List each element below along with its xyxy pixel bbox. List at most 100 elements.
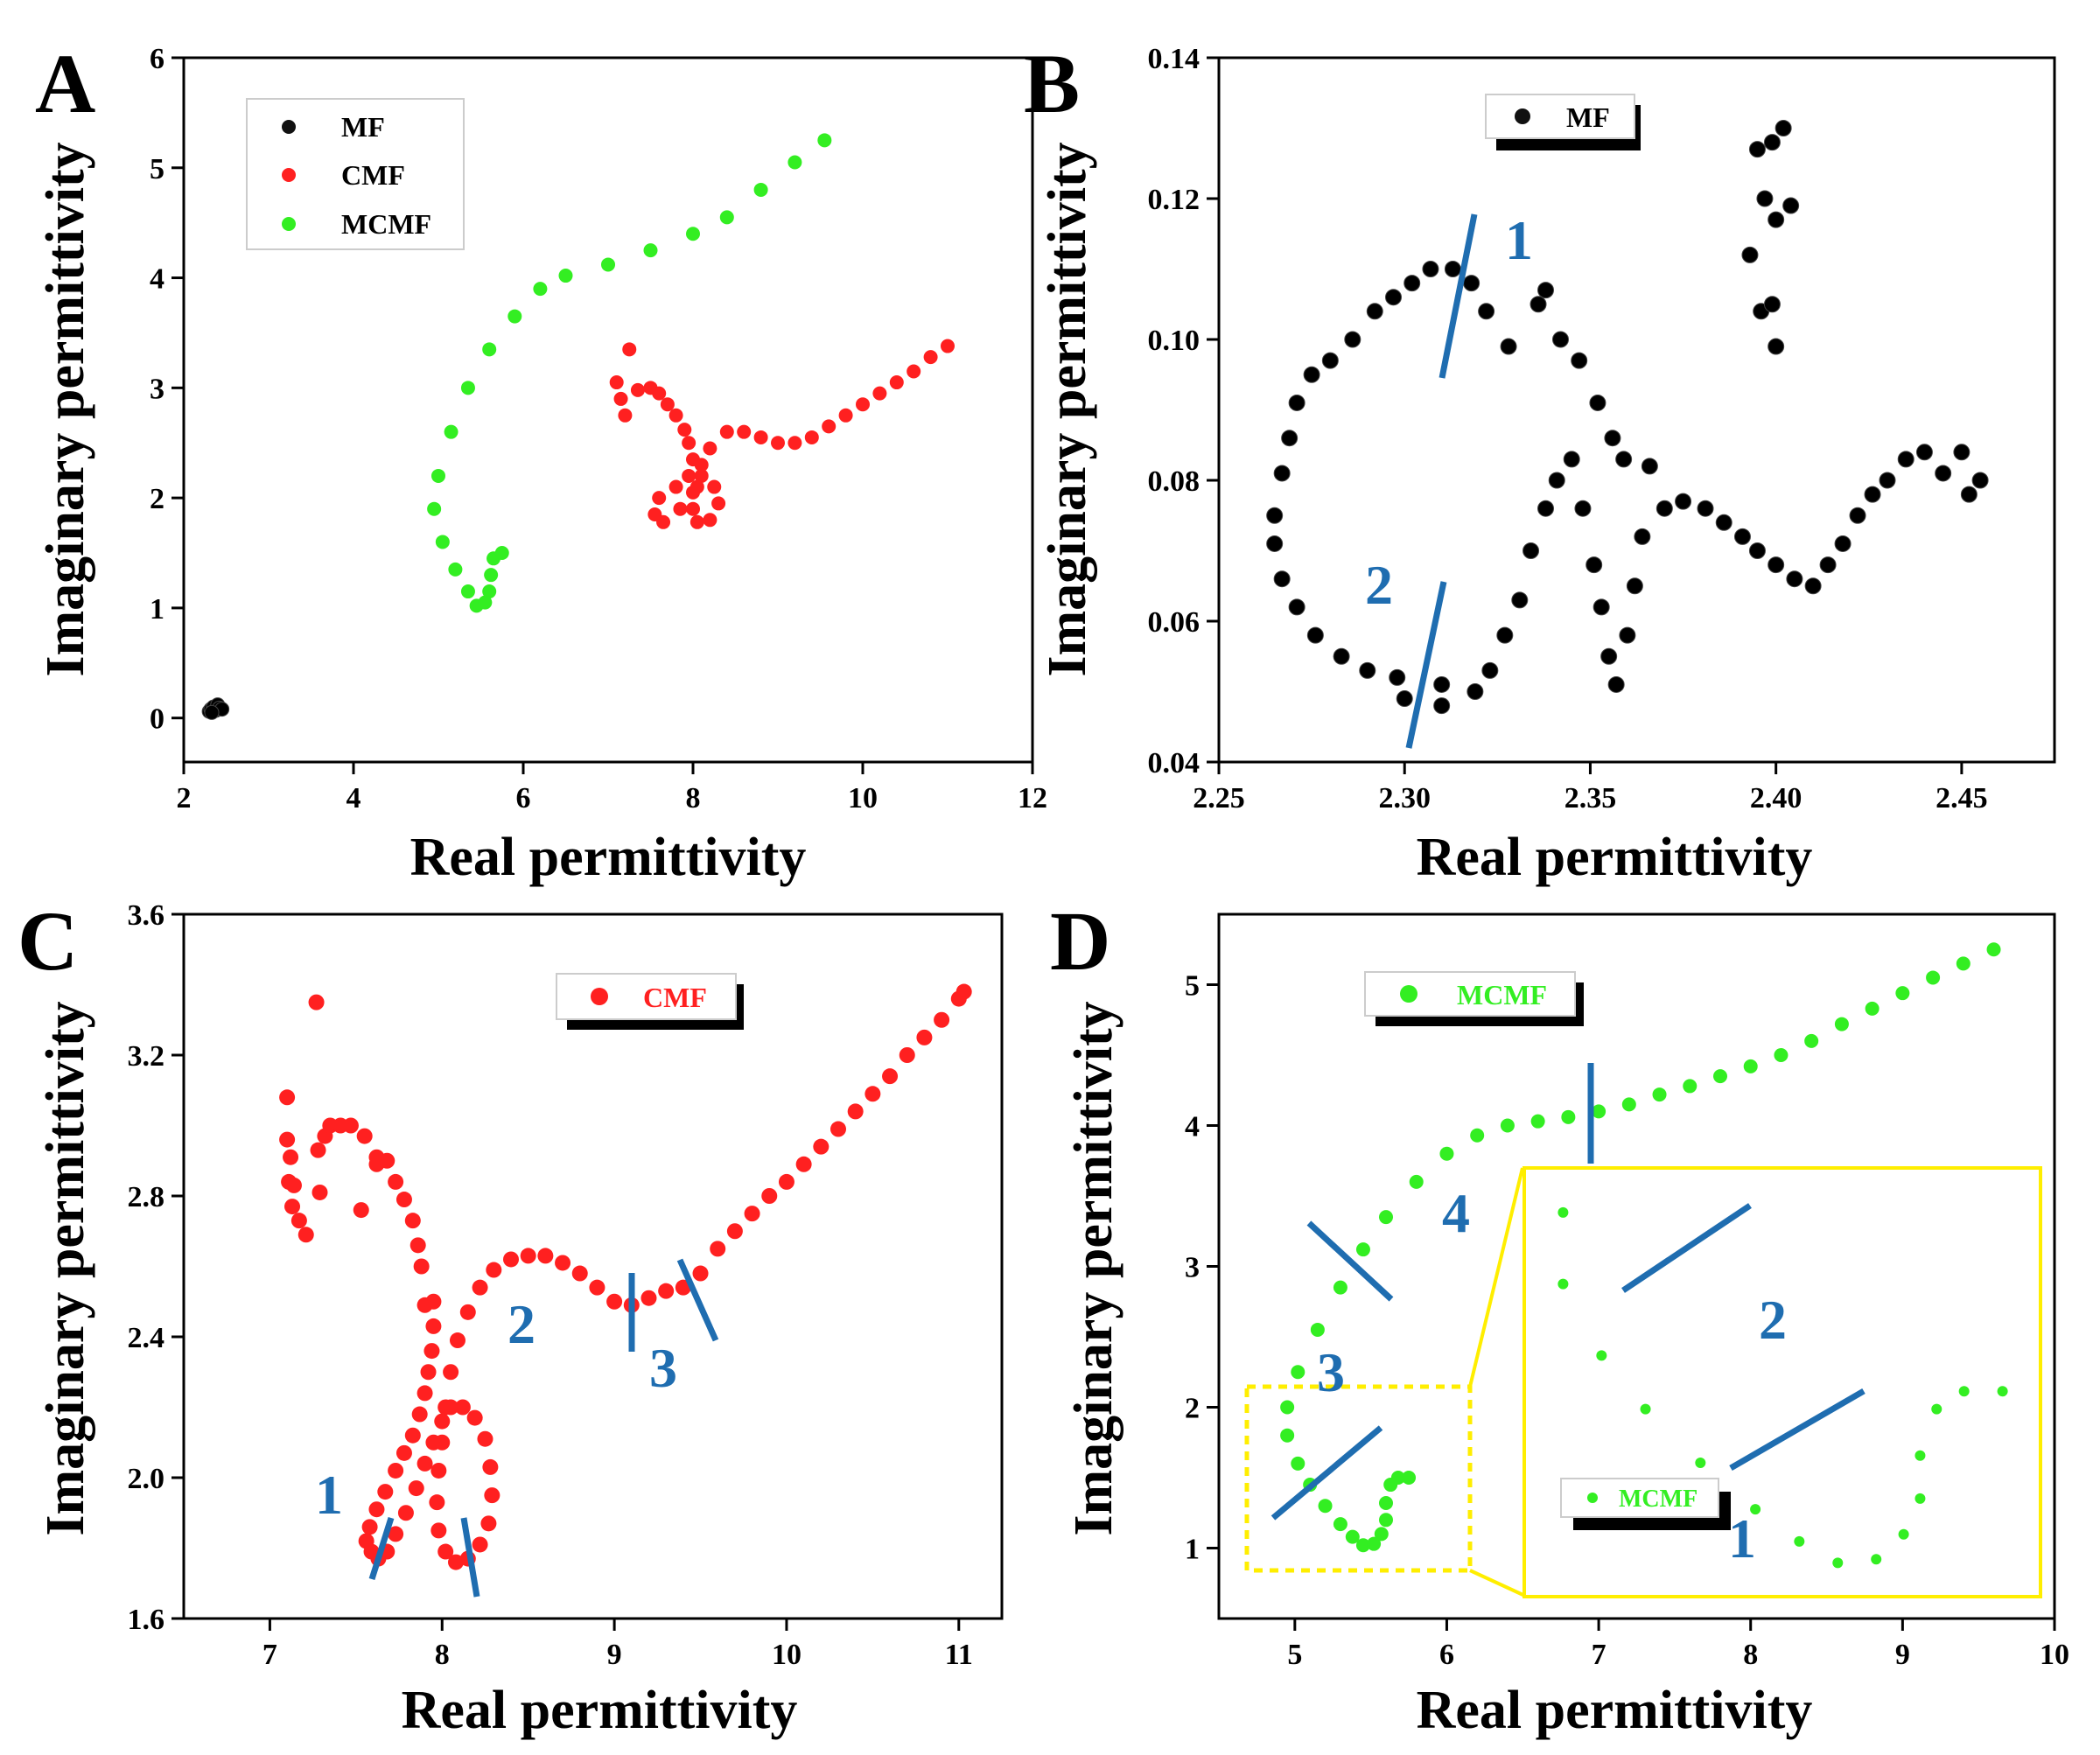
inset-point-12 xyxy=(1931,1403,1942,1415)
point-c-cmf-69 xyxy=(503,1251,519,1268)
point-c-cmf-80 xyxy=(692,1265,709,1282)
point-d-mcmf-39 xyxy=(1402,1471,1417,1485)
point-a-mcmf-21 xyxy=(484,568,499,583)
point-b-mf-49 xyxy=(1656,500,1673,517)
point-d-mcmf-31 xyxy=(1345,1529,1360,1544)
point-a-cmf-25 xyxy=(690,479,704,494)
point-d-mcmf-14 xyxy=(1561,1109,1576,1124)
y-tick-label-d-4: 5 xyxy=(1185,970,1200,1003)
point-b-mf-12 xyxy=(1281,430,1298,447)
point-b-mf-21 xyxy=(1444,261,1461,277)
x-tick-label-b-3: 2.40 xyxy=(1750,782,1802,815)
point-d-mcmf-38 xyxy=(1390,1471,1405,1485)
inset-point-5 xyxy=(1750,1504,1761,1515)
point-a-mcmf-10 xyxy=(482,342,497,357)
point-b-mf-65 xyxy=(1935,465,1952,482)
point-a-cmf-22 xyxy=(703,513,718,528)
point-d-mcmf-12 xyxy=(1621,1097,1636,1112)
point-b-mf-37 xyxy=(1537,500,1555,517)
point-d-mcmf-25 xyxy=(1280,1400,1295,1415)
point-a-cmf-21 xyxy=(711,496,726,511)
point-c-cmf-75 xyxy=(606,1293,623,1310)
panel-c-annot-2: 2 xyxy=(508,1293,536,1355)
point-c-cmf-62 xyxy=(434,1434,451,1451)
point-b-mf-28 xyxy=(1589,394,1606,411)
x-tick-label-a-1: 4 xyxy=(346,782,361,815)
point-d-mcmf-21 xyxy=(1355,1242,1370,1257)
point-b-mf-38 xyxy=(1548,472,1565,489)
y-tick-label-a-6: 6 xyxy=(150,43,164,75)
y-tick-label-b-0: 0.04 xyxy=(1148,747,1200,780)
point-d-mcmf-10 xyxy=(1683,1079,1698,1094)
inset-point-2 xyxy=(1596,1350,1607,1361)
point-d-mcmf-29 xyxy=(1318,1499,1333,1514)
panel-d: D Real permittivity Imaginary permittivi… xyxy=(1050,894,2069,1740)
panel-b-frame xyxy=(1217,56,2056,764)
point-a-mcmf-14 xyxy=(427,501,442,516)
point-b-mf-54 xyxy=(1748,542,1766,559)
point-c-cmf-89 xyxy=(847,1103,864,1120)
point-b-mf-13 xyxy=(1288,394,1306,411)
point-a-mcmf-19 xyxy=(478,595,493,610)
panel-b-xlabel: Real permittivity xyxy=(1417,828,1813,887)
point-c-cmf-61 xyxy=(430,1462,447,1479)
point-d-mcmf-15 xyxy=(1530,1114,1545,1129)
y-tick-label-a-1: 1 xyxy=(150,593,164,626)
point-b-mf-29 xyxy=(1604,430,1621,447)
point-a-mcmf-6 xyxy=(601,257,615,272)
point-c-cmf-70 xyxy=(520,1248,536,1264)
point-c-cmf-17 xyxy=(388,1173,404,1190)
inset-point-8 xyxy=(1871,1554,1882,1565)
point-c-cmf-84 xyxy=(761,1188,778,1204)
point-b-mf-4 xyxy=(1359,661,1376,679)
point-c-cmf-91 xyxy=(882,1068,899,1085)
panel-d-annot-4: 4 xyxy=(1442,1182,1470,1244)
point-a-cmf-27 xyxy=(703,441,718,456)
point-d-mcmf-20 xyxy=(1379,1210,1393,1225)
panel-b-divider-2 xyxy=(1405,581,1447,749)
point-c-cmf-42 xyxy=(388,1526,404,1542)
point-b-mf-62 xyxy=(1879,472,1896,489)
inset-point-14 xyxy=(1997,1386,2008,1397)
point-c-cmf-14 xyxy=(356,1128,373,1144)
point-c-cmf-49 xyxy=(454,1399,471,1416)
y-tick-label-c-1: 2.0 xyxy=(128,1463,165,1495)
point-a-cmf-33 xyxy=(804,430,819,444)
point-a-cmf-39 xyxy=(906,364,921,379)
point-b-mf-46 xyxy=(1626,577,1643,595)
point-b-mf-8 xyxy=(1273,570,1291,588)
point-c-cmf-24 xyxy=(310,1142,326,1158)
y-tick-label-b-1: 0.06 xyxy=(1148,606,1200,639)
x-tick-label-a-2: 6 xyxy=(516,782,531,815)
point-a-mcmf-5 xyxy=(643,243,658,258)
point-a-cmf-0 xyxy=(622,342,637,357)
panel-c-frame xyxy=(182,912,1004,1620)
legend-a-mf: MF xyxy=(341,111,385,143)
point-b-mf-42 xyxy=(1592,598,1610,616)
point-c-cmf-73 xyxy=(571,1265,588,1282)
point-b-mf-59 xyxy=(1834,535,1852,552)
panel-b-letter: B xyxy=(1024,37,1080,130)
x-tick-label-d-5: 10 xyxy=(2040,1639,2069,1671)
point-d-mcmf-19 xyxy=(1409,1174,1424,1189)
point-c-cmf-45 xyxy=(416,1455,433,1472)
point-a-cmf-19 xyxy=(694,468,709,483)
point-c-cmf-1 xyxy=(279,1089,296,1106)
inset-point-13 xyxy=(1958,1386,1970,1397)
point-c-cmf-82 xyxy=(726,1223,743,1240)
point-c-cmf-65 xyxy=(449,1332,466,1349)
point-d-mcmf-2 xyxy=(1926,970,1941,985)
point-a-cmf-30 xyxy=(753,430,768,444)
point-d-mcmf-18 xyxy=(1439,1146,1454,1161)
point-c-cmf-58 xyxy=(438,1543,454,1560)
point-c-cmf-35 xyxy=(377,1484,394,1500)
panel-c-legend: CMF xyxy=(556,973,744,1030)
point-c-cmf-8 xyxy=(298,1227,314,1243)
x-tick-label-d-0: 5 xyxy=(1287,1639,1302,1671)
point-a-cmf-24 xyxy=(686,501,700,516)
point-a-mcmf-8 xyxy=(533,282,548,297)
panel-d-ylabel: Imaginary permittivity xyxy=(1064,1001,1124,1535)
point-a-mcmf-17 xyxy=(460,584,475,599)
point-d-mcmf-27 xyxy=(1291,1456,1306,1471)
